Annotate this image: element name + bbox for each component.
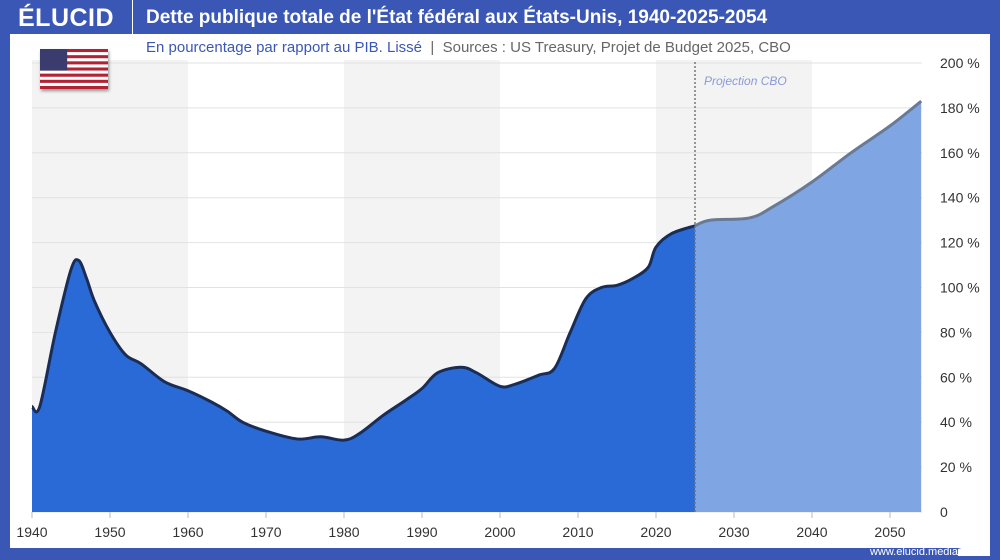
- x-tick-label: 1970: [250, 524, 281, 540]
- subtitle: En pourcentage par rapport au PIB. Lissé…: [146, 39, 791, 56]
- y-tick-label: 100 %: [940, 280, 980, 296]
- logo-mark-icon: [958, 540, 990, 556]
- y-tick-label: 120 %: [940, 235, 980, 251]
- x-tick-label: 1990: [406, 524, 437, 540]
- y-tick-label: 160 %: [940, 145, 980, 161]
- x-tick-label: 2040: [796, 524, 827, 540]
- x-tick-label: 1940: [16, 524, 47, 540]
- annotation-projection: Projection CBO: [704, 74, 787, 88]
- x-tick-label: 1980: [328, 524, 359, 540]
- divider: [132, 0, 133, 34]
- header: ÉLUCID Dette publique totale de l'État f…: [0, 0, 1000, 34]
- x-tick-label: 2010: [562, 524, 593, 540]
- y-tick-label: 0: [940, 504, 948, 520]
- historical-line: [30, 224, 696, 442]
- chart-title: Dette publique totale de l'État fédéral …: [146, 7, 768, 28]
- x-tick-label: 1960: [172, 524, 203, 540]
- us-flag-icon: [40, 49, 108, 89]
- y-tick-label: 40 %: [940, 414, 972, 430]
- x-tick-label: 2050: [874, 524, 905, 540]
- subtitle-main: En pourcentage par rapport au PIB. Lissé: [146, 39, 423, 56]
- projection-line: [694, 99, 923, 228]
- sources: Sources : US Treasury, Projet de Budget …: [442, 39, 791, 56]
- historical-area: [32, 225, 695, 512]
- x-tick-label: 2030: [718, 524, 749, 540]
- projection-area: [695, 101, 922, 512]
- x-tick-label: 2020: [640, 524, 671, 540]
- y-tick-label: 180 %: [940, 100, 980, 116]
- y-tick-label: 80 %: [940, 324, 972, 340]
- website-link[interactable]: www.elucid.media: [869, 546, 958, 558]
- y-tick-label: 60 %: [940, 369, 972, 385]
- x-tick-label: 2000: [484, 524, 515, 540]
- logo: ÉLUCID: [18, 4, 115, 32]
- y-tick-label: 140 %: [940, 190, 980, 206]
- x-tick-label: 1950: [94, 524, 125, 540]
- y-tick-label: 200 %: [940, 55, 980, 71]
- y-tick-label: 20 %: [940, 459, 972, 475]
